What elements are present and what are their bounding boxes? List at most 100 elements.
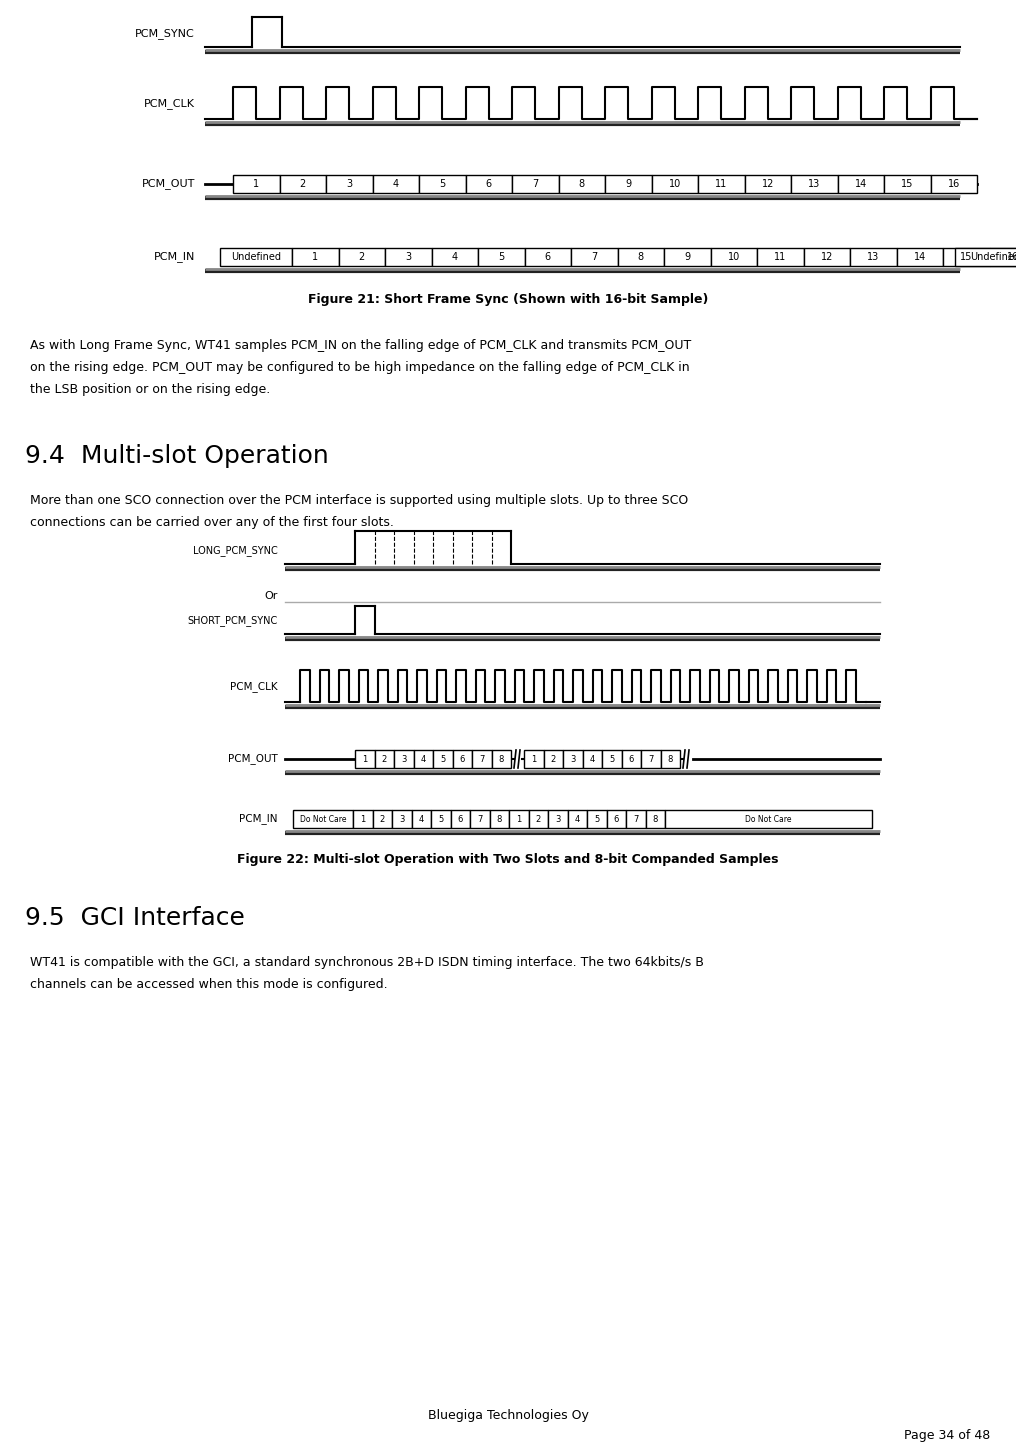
Text: 1: 1: [516, 814, 521, 823]
Bar: [414, 750, 433, 768]
Bar: [607, 810, 626, 827]
Bar: [279, 174, 326, 193]
Text: Or: Or: [264, 590, 278, 601]
Text: 3: 3: [399, 814, 404, 823]
Text: 5: 5: [438, 814, 443, 823]
Text: 4: 4: [452, 252, 458, 262]
Text: 4: 4: [419, 814, 424, 823]
Text: 12: 12: [762, 179, 774, 189]
Bar: [375, 750, 394, 768]
Bar: [587, 810, 607, 827]
Text: the LSB position or on the rising edge.: the LSB position or on the rising edge.: [30, 382, 270, 395]
Bar: [432, 249, 478, 266]
Text: 14: 14: [913, 252, 926, 262]
Text: 3: 3: [346, 179, 353, 189]
Bar: [490, 810, 509, 827]
Bar: [896, 249, 943, 266]
Text: 9.4  Multi-slot Operation: 9.4 Multi-slot Operation: [25, 443, 329, 468]
Bar: [355, 750, 375, 768]
Bar: [602, 750, 622, 768]
Bar: [990, 249, 1016, 266]
Bar: [524, 249, 571, 266]
Bar: [931, 174, 977, 193]
Bar: [492, 750, 511, 768]
Text: Page 34 of 48: Page 34 of 48: [904, 1429, 990, 1442]
Text: PCM_OUT: PCM_OUT: [229, 753, 278, 765]
Text: 16: 16: [948, 179, 960, 189]
Text: 7: 7: [633, 814, 638, 823]
Text: on the rising edge. PCM_OUT may be configured to be high impedance on the fallin: on the rising edge. PCM_OUT may be confi…: [30, 361, 690, 374]
Bar: [955, 249, 1016, 266]
Bar: [450, 810, 470, 827]
Text: 16: 16: [1007, 252, 1016, 262]
Text: 2: 2: [300, 179, 306, 189]
Text: 3: 3: [555, 814, 561, 823]
Text: More than one SCO connection over the PCM interface is supported using multiple : More than one SCO connection over the PC…: [30, 494, 688, 507]
Text: 8: 8: [497, 814, 502, 823]
Bar: [478, 249, 524, 266]
Text: 1: 1: [253, 179, 259, 189]
Text: 2: 2: [551, 755, 556, 763]
Bar: [563, 750, 582, 768]
Bar: [373, 174, 419, 193]
Text: 6: 6: [629, 755, 634, 763]
Text: 11: 11: [715, 179, 727, 189]
Text: connections can be carried over any of the first four slots.: connections can be carried over any of t…: [30, 516, 394, 529]
Text: Do Not Care: Do Not Care: [746, 814, 791, 823]
Bar: [220, 249, 292, 266]
Text: 10: 10: [669, 179, 681, 189]
Bar: [548, 810, 568, 827]
Bar: [837, 174, 884, 193]
Text: 15: 15: [901, 179, 913, 189]
Text: PCM_CLK: PCM_CLK: [231, 682, 278, 692]
Bar: [622, 750, 641, 768]
Bar: [804, 249, 850, 266]
Text: 8: 8: [638, 252, 644, 262]
Text: 12: 12: [821, 252, 833, 262]
Bar: [293, 810, 353, 827]
Text: 3: 3: [401, 755, 406, 763]
Text: 4: 4: [421, 755, 426, 763]
Text: Figure 21: Short Frame Sync (Shown with 16-bit Sample): Figure 21: Short Frame Sync (Shown with …: [308, 292, 708, 305]
Bar: [524, 750, 544, 768]
Bar: [618, 249, 664, 266]
Text: 15: 15: [960, 252, 972, 262]
Text: 3: 3: [570, 755, 575, 763]
Bar: [757, 249, 804, 266]
Text: As with Long Frame Sync, WT41 samples PCM_IN on the falling edge of PCM_CLK and : As with Long Frame Sync, WT41 samples PC…: [30, 339, 691, 352]
Bar: [385, 249, 432, 266]
Text: 9.5  GCI Interface: 9.5 GCI Interface: [25, 906, 245, 931]
Bar: [698, 174, 745, 193]
Text: 6: 6: [486, 179, 492, 189]
Text: 6: 6: [614, 814, 619, 823]
Text: Undefined: Undefined: [231, 252, 281, 262]
Bar: [509, 810, 528, 827]
Text: Bluegiga Technologies Oy: Bluegiga Technologies Oy: [428, 1409, 588, 1422]
Bar: [394, 750, 414, 768]
Bar: [452, 750, 472, 768]
Text: SHORT_PCM_SYNC: SHORT_PCM_SYNC: [188, 615, 278, 627]
Text: 4: 4: [393, 179, 399, 189]
Bar: [373, 810, 392, 827]
Bar: [353, 810, 373, 827]
Bar: [641, 750, 660, 768]
Bar: [582, 750, 602, 768]
Bar: [528, 810, 548, 827]
Text: 8: 8: [668, 755, 673, 763]
Text: 2: 2: [359, 252, 365, 262]
Bar: [884, 174, 931, 193]
Text: 3: 3: [405, 252, 411, 262]
Bar: [544, 750, 563, 768]
Text: 5: 5: [610, 755, 615, 763]
Text: 5: 5: [498, 252, 504, 262]
Bar: [472, 750, 492, 768]
Text: PCM_IN: PCM_IN: [153, 252, 195, 263]
Text: 4: 4: [589, 755, 595, 763]
Text: 7: 7: [480, 755, 485, 763]
Text: 1: 1: [362, 755, 368, 763]
Text: 1: 1: [531, 755, 536, 763]
Bar: [664, 249, 710, 266]
Text: 7: 7: [532, 179, 538, 189]
Bar: [512, 174, 559, 193]
Text: 1: 1: [360, 814, 366, 823]
